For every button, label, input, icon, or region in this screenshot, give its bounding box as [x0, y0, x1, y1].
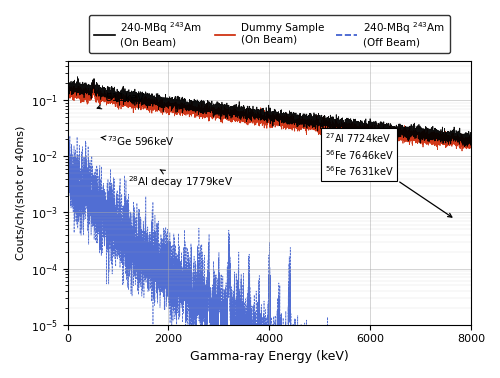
- Text: $^{28}$Al decay 1779keV: $^{28}$Al decay 1779keV: [128, 170, 233, 190]
- Legend: 240-MBq $^{243}$Am
(On Beam), Dummy Sample
(On Beam), 240-MBq $^{243}$Am
(Off Be: 240-MBq $^{243}$Am (On Beam), Dummy Samp…: [88, 15, 450, 53]
- Y-axis label: Couts/ch/(shot or 40ms): Couts/ch/(shot or 40ms): [15, 125, 25, 260]
- Text: $^{73}$Ge 596keV: $^{73}$Ge 596keV: [101, 135, 175, 149]
- Text: $^{27}$Al 7724keV
$^{56}$Fe 7646keV
$^{56}$Fe 7631keV: $^{27}$Al 7724keV $^{56}$Fe 7646keV $^{5…: [324, 132, 452, 217]
- Text: 511keV: 511keV: [97, 93, 144, 109]
- X-axis label: Gamma-ray Energy (keV): Gamma-ray Energy (keV): [190, 350, 348, 363]
